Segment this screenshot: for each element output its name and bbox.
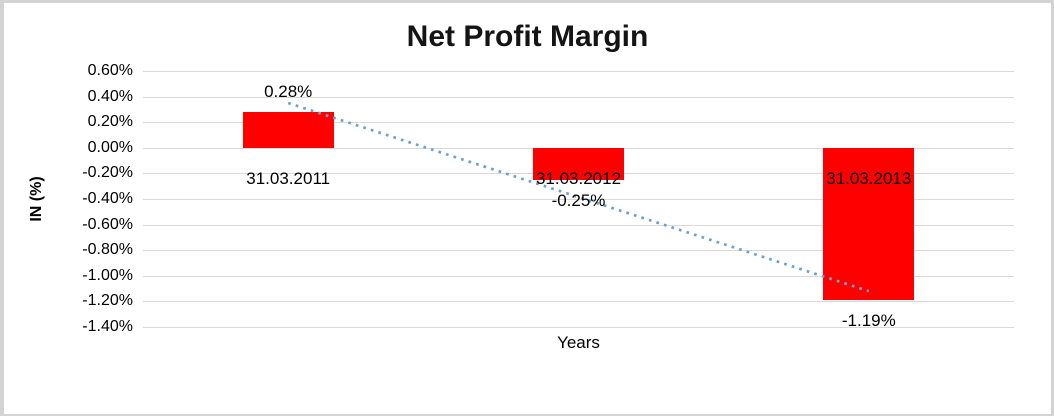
y-axis-tick-label: -0.60% [82,215,133,233]
data-label: 0.28% [264,82,313,101]
data-label: -0.25% [551,190,606,210]
y-axis-tick-label: 0.00% [87,138,133,156]
category-label: 31.03.2012 [535,169,622,188]
category-label: 31.03.2011 [246,169,331,188]
bar-31.03.2011 [242,112,334,148]
y-axis-tick-label: -0.80% [82,241,133,259]
data-label: -1.19% [841,311,896,331]
gridline [143,96,1014,98]
gridline [143,327,1014,328]
gridline [143,71,1014,72]
y-axis-tick-label: -0.40% [82,190,133,207]
y-axis-tick-label: -1.00% [82,266,133,284]
category-label: 31.03.2013 [826,169,912,188]
y-axis-tick-label: -0.20% [82,164,133,182]
x-axis-title: Years [557,333,600,352]
y-axis-tick-label: 0.60% [87,62,133,79]
y-axis-tick-label: 0.40% [87,87,133,105]
gridline [143,301,1014,303]
y-axis-tick-label: -1.20% [82,292,133,310]
y-axis-tick-label: 0.20% [87,113,133,131]
chart-title: Net Profit Margin [406,20,649,53]
y-axis-tick-label: -1.40% [82,318,133,335]
